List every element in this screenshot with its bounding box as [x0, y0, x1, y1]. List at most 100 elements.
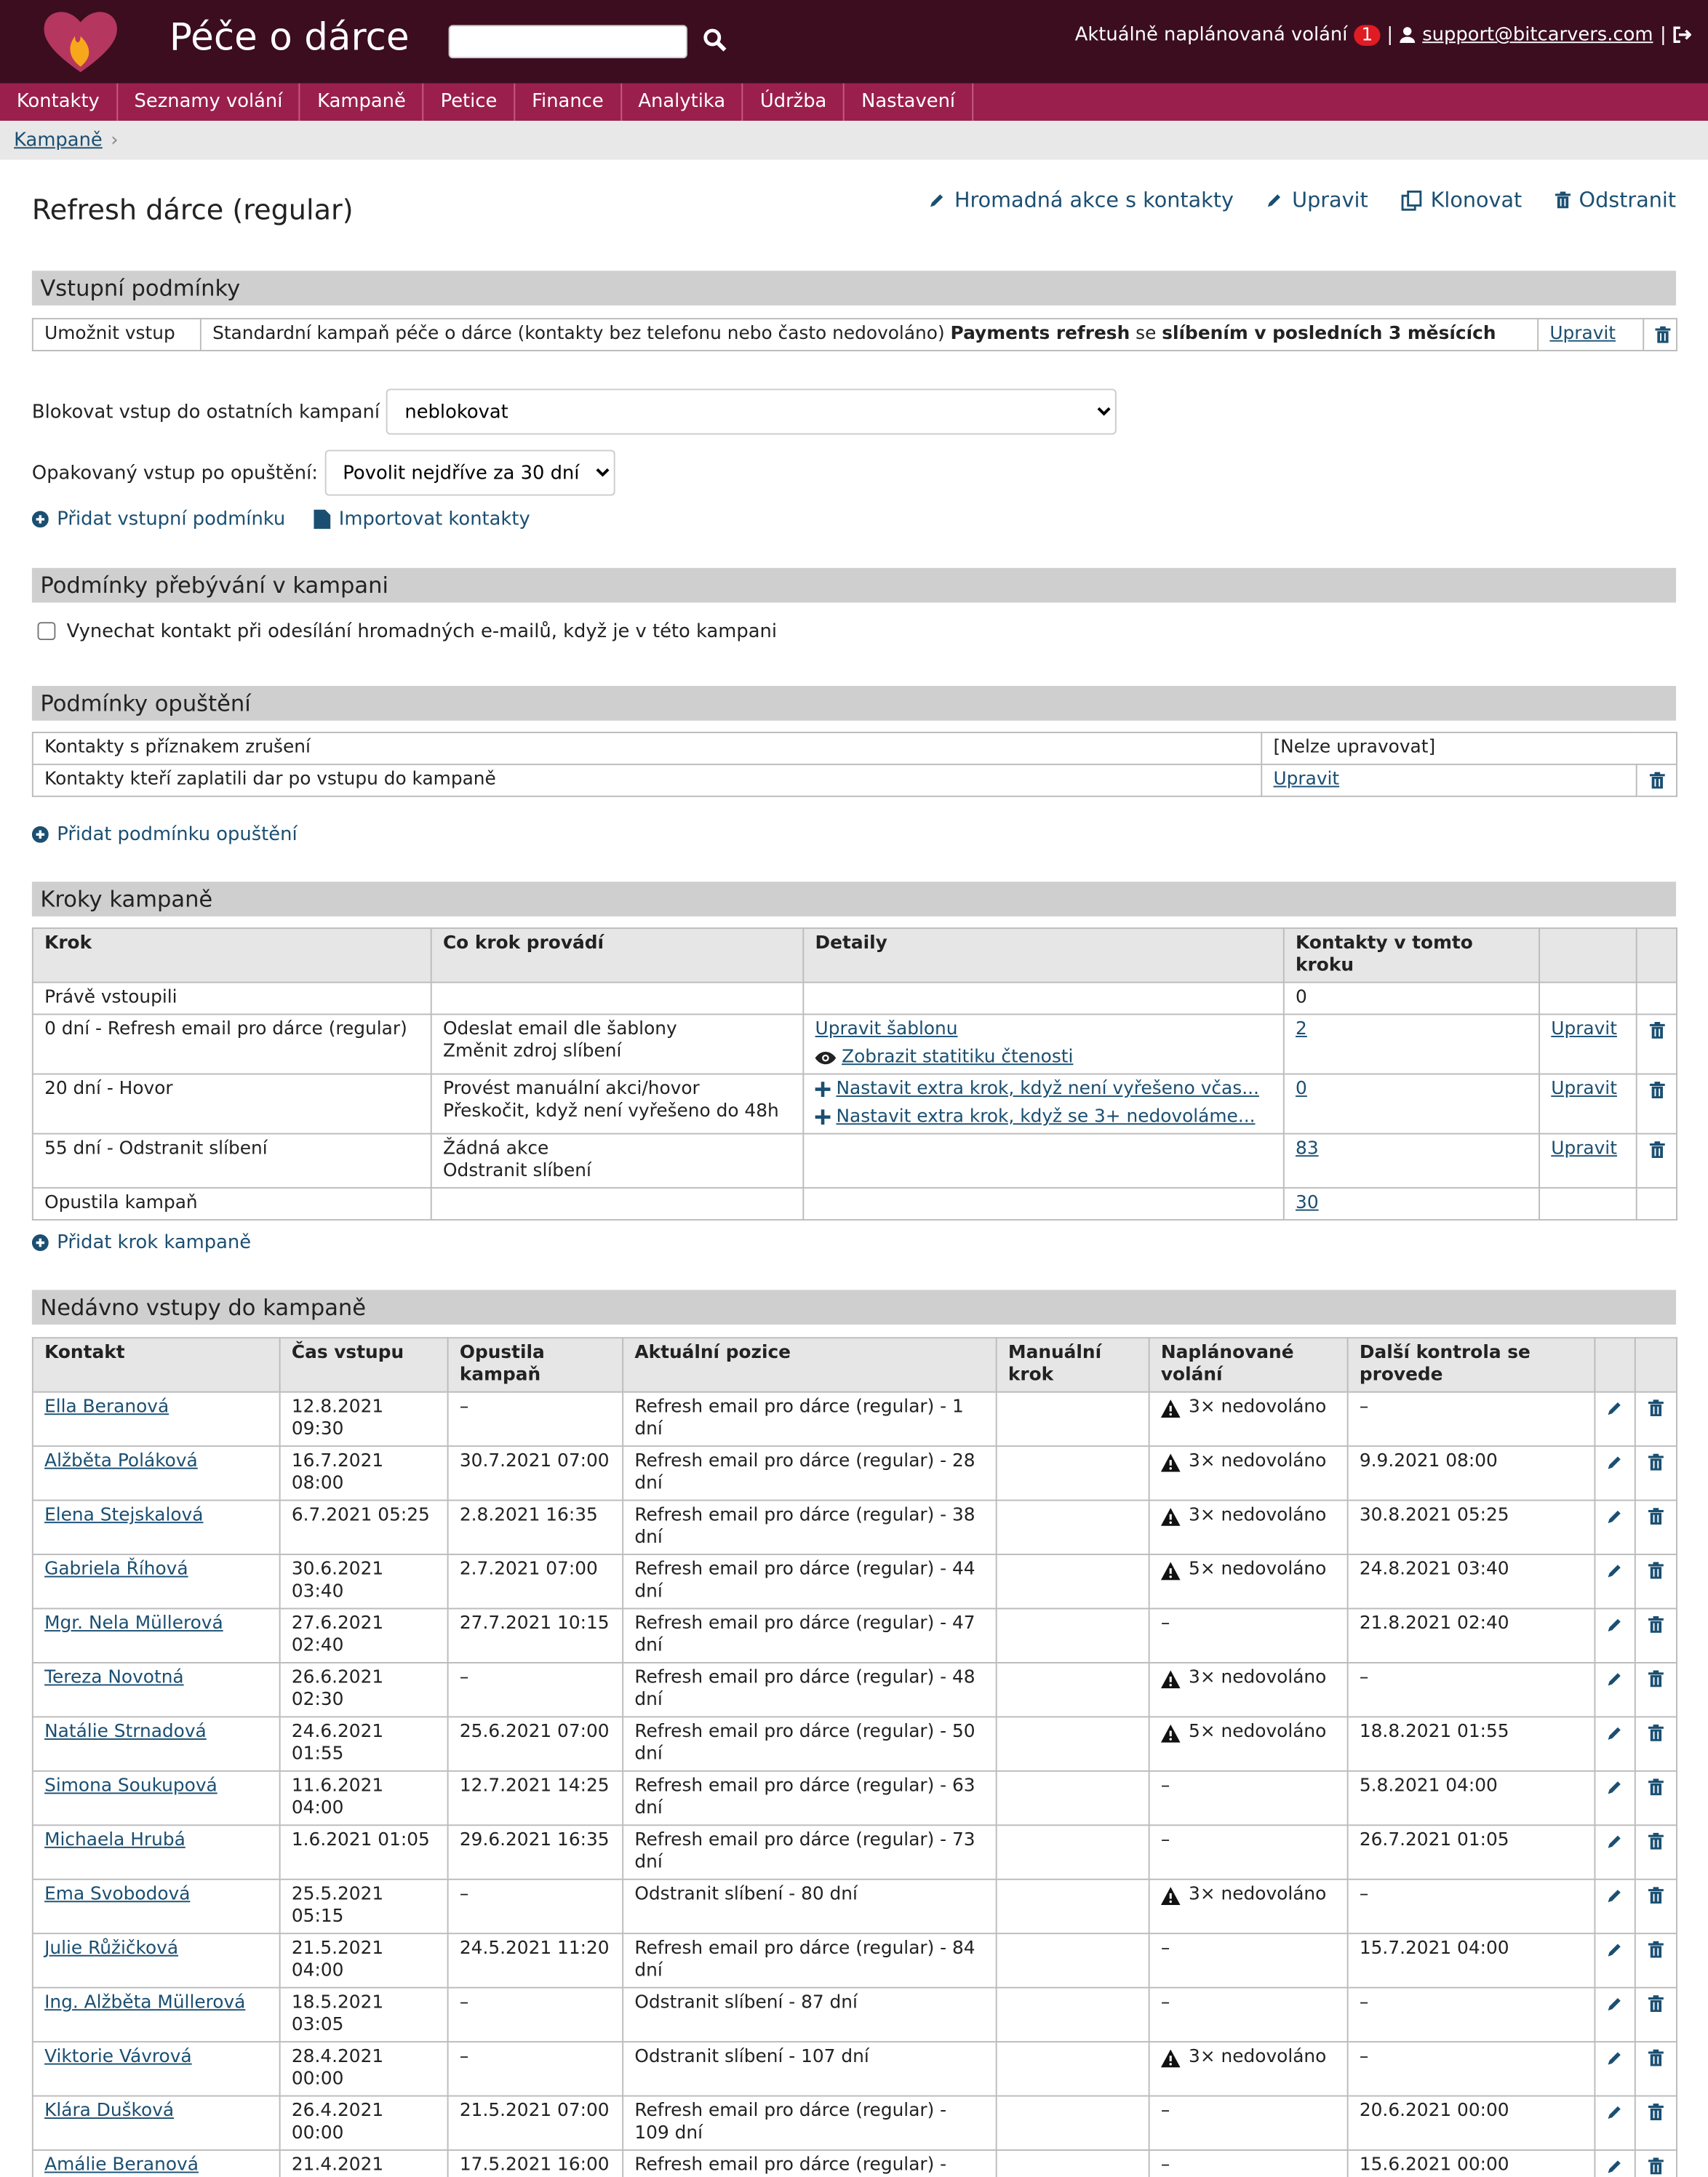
block-select[interactable]: neblokovat [386, 388, 1117, 435]
skip-checkbox[interactable] [37, 622, 56, 641]
step-details [802, 1187, 1285, 1221]
delete-button[interactable] [1648, 1561, 1664, 1578]
edit-button[interactable] [1607, 2049, 1624, 2066]
edit-button[interactable] [1607, 1724, 1624, 1741]
contact-link[interactable]: Michaela Hrubá [44, 1829, 185, 1851]
delete-button[interactable] [1648, 1723, 1664, 1741]
edit-button[interactable] [1607, 1941, 1624, 1957]
contact-link[interactable]: Tereza Novotná [44, 1667, 184, 1689]
record-cell: 21.8.2021 02:40 [1346, 1607, 1596, 1663]
add-link[interactable]: Importovat kontakty [314, 508, 530, 530]
edit-button[interactable] [1607, 1507, 1624, 1524]
detail-link[interactable]: Nastavit extra krok, když není vyřešeno … [836, 1079, 1259, 1100]
edit-button[interactable] [1607, 1453, 1624, 1470]
contact-link[interactable]: Ing. Alžběta Müllerová [44, 1992, 246, 2013]
steps-table: Krok Co krok provádí Detaily Kontakty v tom… [31, 927, 1678, 1221]
contacts-count[interactable]: 30 [1296, 1192, 1319, 1214]
scheduled-count[interactable]: 1 [1354, 24, 1380, 46]
record-value: – [1359, 1992, 1369, 2013]
contacts-count[interactable]: 2 [1296, 1019, 1307, 1040]
contact-link[interactable]: Viktorie Vávrová [44, 2046, 192, 2068]
edit-button[interactable] [1607, 2103, 1624, 2120]
delete-button[interactable] [1648, 1453, 1664, 1470]
contact-link[interactable]: Alžběta Poláková [44, 1450, 198, 1472]
call-status: 5× nedovoláno [1160, 1559, 1336, 1582]
page-action[interactable]: Odstranit [1555, 188, 1676, 212]
detail-link[interactable]: Upravit šablonu [815, 1019, 958, 1040]
delete-button[interactable] [1648, 1507, 1664, 1525]
contact-link[interactable]: Ella Beranová [44, 1397, 169, 1418]
contact-link[interactable]: Simona Soukupová [44, 1775, 218, 1797]
contacts-count[interactable]: 83 [1296, 1138, 1319, 1159]
contacts-count[interactable]: 0 [1296, 1079, 1307, 1100]
delete-button[interactable] [1648, 1994, 1664, 2012]
edit-button[interactable] [1607, 2157, 1624, 2174]
delete-button[interactable] [1648, 771, 1664, 788]
search-input[interactable] [448, 25, 687, 59]
contact-link[interactable]: Julie Růžičková [44, 1938, 179, 1960]
contact-link[interactable]: Gabriela Říhová [44, 1559, 188, 1581]
delete-button[interactable] [1648, 1615, 1664, 1632]
edit-button[interactable] [1607, 1615, 1624, 1632]
nav-item[interactable]: Petice [424, 83, 516, 121]
call-status: 5× nedovoláno [1160, 1722, 1336, 1744]
edit-link[interactable]: Upravit [1551, 1138, 1617, 1159]
record-cell: 3× nedovoláno [1148, 1391, 1349, 1447]
contact-link[interactable]: Amálie Beranová [44, 2154, 199, 2176]
edit-button[interactable] [1607, 1562, 1624, 1578]
add-link[interactable]: Přidat vstupní podmínku [31, 508, 285, 530]
edit-button[interactable] [1607, 1778, 1624, 1794]
edit-link[interactable]: Upravit [1551, 1019, 1617, 1040]
delete-button[interactable] [1648, 1832, 1664, 1849]
record-cell: – [447, 1878, 624, 1935]
record-cell: 24.6.2021 01:55 [279, 1716, 449, 1772]
delete-button[interactable] [1655, 325, 1671, 343]
contact-link[interactable]: Ema Svobodová [44, 1884, 191, 1906]
detail-link[interactable]: Nastavit extra krok, když se 3+ nedovolá… [836, 1106, 1256, 1128]
delete-button[interactable] [1648, 1778, 1664, 1795]
delete-button[interactable] [1648, 2048, 1664, 2066]
breadcrumb-link[interactable]: Kampaně [14, 129, 103, 152]
exit-value[interactable]: Upravit [1273, 769, 1340, 791]
add-link[interactable]: Přidat krok kampaně [31, 1231, 251, 1254]
repeat-select[interactable]: Povolit nejdříve za 30 dní [324, 450, 615, 496]
detail-link[interactable]: Zobrazit statitiku čtenosti [842, 1047, 1074, 1068]
nav-item[interactable]: Finance [515, 83, 622, 121]
nav-item[interactable]: Analytika [622, 83, 743, 121]
contact-link[interactable]: Klára Dušková [44, 2101, 175, 2122]
search-button[interactable] [703, 28, 727, 52]
edit-button[interactable] [1607, 1886, 1624, 1903]
delete-button[interactable] [1648, 2103, 1664, 2120]
record-value: Refresh email pro dárce (regular) - 1 dn… [634, 1397, 964, 1440]
logout-icon[interactable] [1673, 26, 1692, 43]
nav-item[interactable]: Nastavení [845, 83, 973, 121]
call-status: 3× nedovoláno [1160, 1668, 1336, 1690]
record-edit [1594, 1445, 1636, 1501]
user-email[interactable]: support@bitcarvers.com [1422, 23, 1653, 46]
delete-button[interactable] [1648, 1669, 1664, 1687]
nav-item[interactable]: Údržba [743, 83, 845, 121]
delete-button[interactable] [1648, 1021, 1664, 1038]
delete-button[interactable] [1648, 1399, 1664, 1416]
nav-item[interactable]: Kontakty [0, 83, 118, 121]
edit-link[interactable]: Upravit [1551, 1079, 1617, 1100]
page-action[interactable]: Upravit [1267, 188, 1368, 212]
contact-link[interactable]: Mgr. Nela Müllerová [44, 1613, 223, 1634]
nav-item[interactable]: Kampaně [300, 83, 424, 121]
nav-item[interactable]: Seznamy volání [118, 83, 301, 121]
delete-button[interactable] [1648, 2157, 1664, 2174]
delete-button[interactable] [1648, 1141, 1664, 1158]
contact-link[interactable]: Natálie Strnadová [44, 1722, 207, 1743]
delete-button[interactable] [1648, 1081, 1664, 1098]
page-action[interactable]: Klonovat [1402, 188, 1522, 212]
page-action[interactable]: Hromadná akce s kontakty [930, 188, 1234, 212]
delete-button[interactable] [1648, 1886, 1664, 1904]
delete-button[interactable] [1648, 1940, 1664, 1957]
edit-button[interactable] [1607, 1399, 1624, 1415]
edit-link[interactable]: Upravit [1549, 323, 1616, 345]
edit-button[interactable] [1607, 1832, 1624, 1849]
edit-button[interactable] [1607, 1994, 1624, 2011]
edit-button[interactable] [1607, 1670, 1624, 1687]
add-link[interactable]: Přidat podmínku opuštění [31, 823, 298, 846]
contact-link[interactable]: Elena Stejskalová [44, 1505, 204, 1526]
